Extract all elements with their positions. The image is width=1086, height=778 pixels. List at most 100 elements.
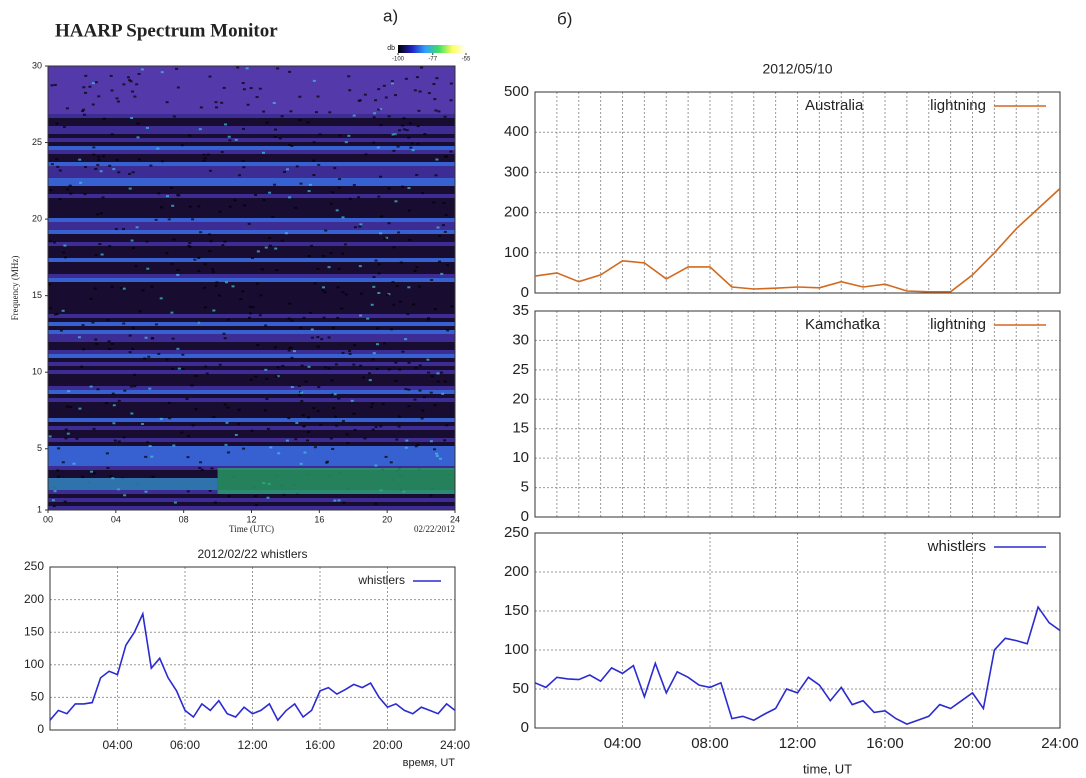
spectrogram-speck — [194, 374, 198, 377]
spectrogram-band — [48, 138, 455, 142]
spectrogram-speck — [426, 358, 430, 361]
spectrogram-speck — [114, 228, 118, 231]
spectrogram-speck — [445, 424, 449, 427]
spectrogram-speck — [264, 368, 268, 371]
spectrogram-speck — [203, 286, 207, 289]
spectrogram-speck — [359, 223, 363, 226]
spectrogram-speck — [63, 256, 67, 259]
x-tick-label: 16:00 — [305, 738, 335, 752]
spectrogram-speck — [450, 305, 454, 308]
spectrogram-speck — [440, 371, 444, 374]
x-tick-label: 24 — [450, 514, 460, 524]
spectrogram-speck — [175, 67, 179, 70]
spectrogram-speck — [342, 501, 346, 504]
spectrogram-speck — [438, 457, 442, 460]
spectrogram-speck — [293, 350, 297, 353]
spectrogram-speck — [392, 246, 396, 249]
spectrogram-speck — [418, 364, 422, 367]
spectrogram-speck — [88, 85, 92, 88]
spectrogram-speck — [433, 308, 437, 311]
spectrogram-band — [48, 434, 455, 438]
spectrogram-speck — [199, 231, 203, 234]
spectrogram-speck — [209, 240, 213, 243]
spectrogram-speck — [316, 336, 320, 339]
colorbar-label: db — [387, 45, 395, 52]
spectrogram-speck — [379, 108, 383, 111]
spectrogram-speck — [55, 158, 59, 161]
spectrogram-speck — [343, 243, 347, 246]
spectrogram-speck — [160, 71, 164, 74]
spectrogram-speck — [133, 373, 137, 376]
spectrogram-band — [48, 442, 455, 446]
spectrogram-speck — [172, 444, 176, 447]
spectrogram-speck — [274, 375, 278, 378]
spectrogram-speck — [294, 206, 298, 209]
spectrogram-speck — [66, 432, 70, 435]
spectrogram-speck — [449, 150, 453, 153]
spectrogram-speck — [333, 167, 337, 170]
spectrogram-speck — [384, 455, 388, 458]
spectrogram-band — [48, 270, 455, 274]
spectrogram-speck — [223, 337, 227, 340]
spectrogram-speck — [430, 375, 434, 378]
spectrogram-speck — [236, 66, 240, 69]
spectrogram-band — [48, 182, 455, 186]
spectrogram-speck — [84, 74, 88, 77]
spectrogram-speck — [298, 95, 302, 98]
spectrogram-band — [48, 266, 455, 270]
spectrogram-speck — [50, 84, 54, 87]
spectrogram-speck — [185, 397, 189, 400]
spectrogram-speck — [256, 250, 260, 253]
spectrogram-speck — [366, 317, 370, 320]
spectrogram-band — [48, 322, 455, 326]
x-tick-label: 04:00 — [604, 735, 642, 752]
spectrogram-speck — [377, 263, 381, 266]
y-tick-label: 15 — [32, 290, 42, 300]
spectrogram-band — [48, 414, 455, 418]
spectrogram-speck — [281, 364, 285, 367]
spectrogram-speck — [52, 505, 56, 508]
spectrogram-speck — [211, 268, 215, 271]
spectrogram-band — [217, 468, 455, 494]
spectrogram-band — [48, 74, 455, 78]
spectrogram-speck — [136, 136, 140, 139]
spectrogram-speck — [329, 437, 333, 440]
y-tick-label: 200 — [504, 204, 529, 221]
x-tick-label: 04 — [111, 514, 121, 524]
spectrogram-speck — [210, 467, 214, 470]
spectrogram-speck — [242, 166, 246, 169]
spectrogram-speck — [262, 110, 266, 113]
spectrogram-speck — [65, 405, 69, 408]
spectrogram-band — [48, 390, 455, 394]
spectrogram-speck — [427, 371, 431, 374]
spectrogram-speck — [414, 366, 418, 369]
spectrogram-speck — [249, 87, 253, 90]
spectrogram-band — [48, 90, 455, 94]
spectrogram-speck — [97, 155, 101, 158]
spectrogram-speck — [159, 297, 163, 300]
spectrogram-speck — [413, 398, 417, 401]
spectrogram-speck — [203, 157, 207, 160]
spectrogram-speck — [211, 270, 215, 273]
spectrogram-speck — [92, 472, 96, 475]
spectrogram-speck — [412, 303, 416, 306]
spectrogram-speck — [199, 461, 203, 464]
spectrogram-speck — [413, 270, 417, 273]
spectrogram-band — [48, 286, 455, 290]
spectrogram-speck — [312, 174, 316, 177]
spectrogram-band — [48, 294, 455, 298]
spectrogram-speck — [110, 285, 114, 288]
y-tick-label: 100 — [24, 657, 44, 671]
spectrogram-speck — [299, 182, 303, 185]
spectrogram-speck — [239, 298, 243, 301]
spectrogram-speck — [130, 412, 134, 415]
spectrogram-band — [48, 506, 455, 510]
spectrogram-speck — [81, 110, 85, 113]
spectrogram-speck — [371, 402, 375, 405]
spectrogram-speck — [371, 358, 375, 361]
spectrogram-band — [48, 358, 455, 362]
spectrogram-speck — [208, 169, 212, 172]
spectrogram-speck — [212, 309, 216, 312]
spectrogram-speck — [49, 307, 53, 310]
spectrogram-speck — [101, 196, 105, 199]
